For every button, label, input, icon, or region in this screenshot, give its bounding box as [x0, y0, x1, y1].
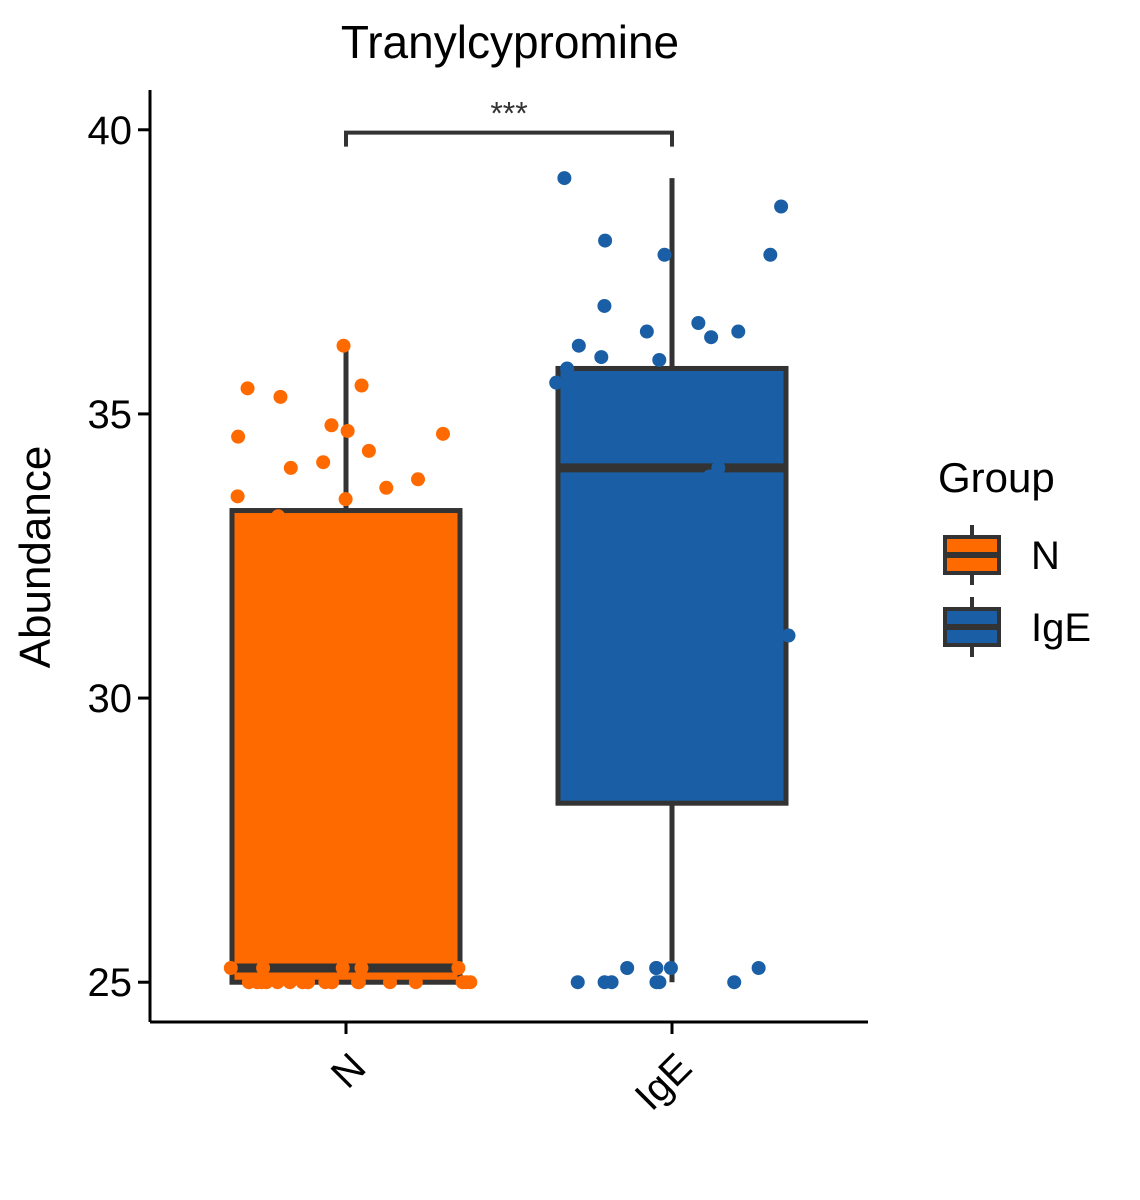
data-point	[251, 551, 266, 566]
data-point	[597, 975, 612, 990]
data-point	[594, 350, 609, 365]
data-point	[711, 460, 726, 475]
data-point	[250, 975, 265, 990]
data-point	[620, 961, 635, 976]
data-point	[649, 961, 664, 976]
data-point	[270, 975, 285, 990]
data-point	[282, 975, 297, 990]
data-point	[704, 330, 719, 345]
data-point	[781, 628, 796, 643]
legend-label: IgE	[1031, 606, 1091, 650]
data-point	[751, 961, 766, 976]
y-tick-label: 35	[88, 393, 133, 437]
data-point	[408, 975, 423, 990]
data-point	[351, 975, 366, 990]
data-point	[316, 455, 331, 470]
data-point	[240, 381, 255, 396]
data-point	[570, 975, 585, 990]
data-point	[702, 469, 717, 484]
data-point	[549, 375, 564, 390]
data-point	[411, 472, 426, 487]
legend-title: Group	[938, 454, 1055, 501]
data-point	[763, 247, 778, 262]
data-point	[731, 324, 746, 339]
data-point	[657, 247, 672, 262]
data-point	[642, 392, 657, 407]
data-point	[557, 171, 572, 186]
data-point	[325, 975, 340, 990]
data-point	[383, 529, 398, 544]
data-point	[774, 199, 789, 214]
x-tick-label: N	[323, 1045, 375, 1097]
data-point	[354, 961, 369, 976]
y-axis-label: Abundance	[11, 446, 60, 669]
box-n	[229, 508, 463, 985]
data-point	[271, 509, 286, 524]
data-point	[382, 975, 397, 990]
legend-label: N	[1031, 534, 1060, 578]
data-point	[340, 423, 355, 438]
data-point	[273, 389, 288, 404]
data-point	[230, 489, 245, 504]
data-point	[300, 975, 315, 990]
legend: Group N IgE	[938, 454, 1091, 657]
data-point	[597, 298, 612, 313]
data-point	[379, 480, 394, 495]
data-point	[598, 233, 613, 248]
data-point	[663, 961, 678, 976]
data-point	[435, 426, 450, 441]
x-tick-label: IgE	[627, 1045, 701, 1119]
data-point	[571, 338, 586, 353]
data-point	[335, 961, 350, 976]
data-point	[451, 961, 466, 976]
data-point	[649, 975, 664, 990]
significance-bracket	[344, 130, 674, 147]
data-point	[338, 492, 353, 507]
data-point	[652, 352, 667, 367]
data-point	[354, 378, 369, 393]
data-point	[256, 961, 271, 976]
data-point	[560, 361, 575, 376]
data-point	[283, 460, 298, 475]
data-point	[223, 961, 238, 976]
data-point	[336, 338, 351, 353]
data-point	[727, 975, 742, 990]
y-tick-label: 40	[88, 109, 133, 153]
y-tick-label: 30	[88, 677, 133, 721]
data-point	[231, 429, 246, 444]
chart-title: Tranylcypromine	[341, 16, 679, 68]
significance-label: ***	[490, 96, 527, 132]
data-point	[324, 418, 339, 433]
data-point	[639, 324, 654, 339]
data-point	[463, 975, 478, 990]
data-point	[361, 443, 376, 458]
y-tick-label: 25	[88, 961, 133, 1005]
box-ige	[555, 365, 789, 806]
data-point	[691, 316, 706, 330]
plot-area: 25 30 35 40 N IgE ***	[88, 90, 868, 1119]
